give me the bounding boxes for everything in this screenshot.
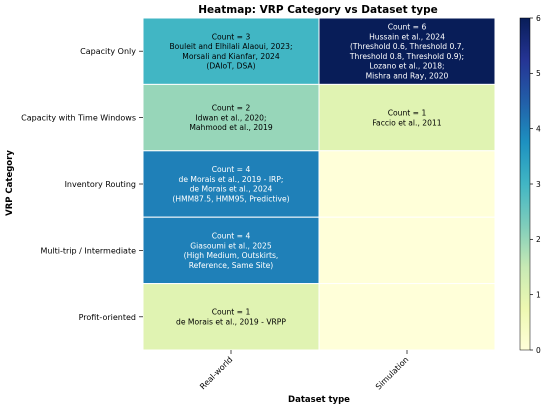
chart-title: Heatmap: VRP Category vs Dataset type <box>198 4 438 16</box>
cell-annotation-line: Count = 1 <box>212 308 251 317</box>
cell-annotation-line: (HMM87.5, HMM95, Predictive) <box>172 195 289 204</box>
heatmap-cell <box>318 83 496 152</box>
cell-annotation-line: (High Medium, Outskirts, <box>184 251 279 260</box>
cell-annotation-line: Morsali and Kianfar, 2024 <box>182 52 280 61</box>
x-tick-label: Simulation <box>374 355 411 392</box>
heatmap-cell <box>142 150 320 218</box>
colorbar-tick-label: 1 <box>536 290 541 299</box>
y-axis-ticks: Capacity Only Capacity with Time Windows I… <box>21 47 143 322</box>
cell-annotation-line: Count = 4 <box>212 232 251 241</box>
cell-annotation-line: Hussain et al., 2024 <box>369 32 445 41</box>
x-tick-label: Real-world <box>198 355 234 391</box>
cell-annotation-line: Count = 4 <box>212 165 251 174</box>
cell-annotation-line: Count = 3 <box>212 32 251 41</box>
cell-annotation-line: Count = 2 <box>212 104 251 113</box>
cell-annotation-line: de Morais et al., 2024 <box>190 185 273 194</box>
heatmap-cells <box>142 17 496 351</box>
cell-annotation-line: Mahmood et al., 2019 <box>189 123 273 132</box>
colorbar-tick-label: 5 <box>536 69 541 78</box>
colorbar-tick-label: 0 <box>536 346 541 355</box>
y-tick-label: Inventory Routing <box>65 180 136 189</box>
cell-annotation-line: (Threshold 0.6, Threshold 0.7, <box>350 42 464 51</box>
colorbar-tick-label: 3 <box>536 180 541 189</box>
colorbar-tick-label: 4 <box>536 124 541 133</box>
y-tick-label: Capacity with Time Windows <box>21 114 136 123</box>
cell-annotation-line: Mishra and Ray, 2020 <box>366 72 449 81</box>
heatmap-cell <box>142 17 320 85</box>
heatmap-cell <box>318 283 496 351</box>
colorbar-tick-label: 2 <box>536 235 541 244</box>
colorbar-gradient <box>519 17 531 351</box>
y-tick-label: Multi-trip / Intermediate <box>40 246 136 255</box>
y-tick-label: Capacity Only <box>80 47 136 56</box>
cell-annotation-line: Count = 1 <box>388 109 427 118</box>
cell-annotation-line: Lozano et al., 2018; <box>369 62 444 71</box>
cell-annotation-line: de Morais et al., 2019 - VRPP <box>176 318 286 327</box>
cell-annotation: Count = 1de Morais et al., 2019 - VRPP <box>176 308 286 327</box>
cell-annotation: Count = 4de Morais et al., 2019 - IRP;de… <box>172 165 289 203</box>
cell-annotation-line: Faccio et al., 2011 <box>372 118 441 127</box>
cell-annotation-line: Threshold 0.8, Threshold 0.9); <box>349 52 464 61</box>
cell-annotation-line: Giasoumi et al., 2025 <box>190 241 272 250</box>
cell-annotation-line: Bouleit and Elhilali Alaoui, 2023; <box>169 42 292 51</box>
x-axis-label: Dataset type <box>288 395 350 405</box>
y-axis-label: VRP Category <box>5 150 15 216</box>
cell-annotation-line: Reference, Same Site) <box>189 261 274 270</box>
heatmap-cell <box>318 216 496 285</box>
colorbar: 0 1 2 3 4 5 6 <box>519 14 541 355</box>
heatmap-cell <box>142 83 320 152</box>
colorbar-tick-label: 6 <box>536 14 541 23</box>
y-tick-label: Profit-oriented <box>79 313 136 322</box>
colorbar-ticks: 0 1 2 3 4 5 6 <box>530 14 541 355</box>
cell-annotation-line: (DAIoT, DSA) <box>206 62 255 71</box>
x-axis-ticks: Real-world Simulation <box>198 350 410 392</box>
cell-annotation-line: de Morais et al., 2019 - IRP; <box>179 175 284 184</box>
cell-annotation-line: Idwan et al., 2020; <box>195 113 266 122</box>
heatmap-cell <box>318 17 496 85</box>
cell-annotation-line: Count = 6 <box>388 23 427 32</box>
heatmap-cell <box>318 150 496 218</box>
